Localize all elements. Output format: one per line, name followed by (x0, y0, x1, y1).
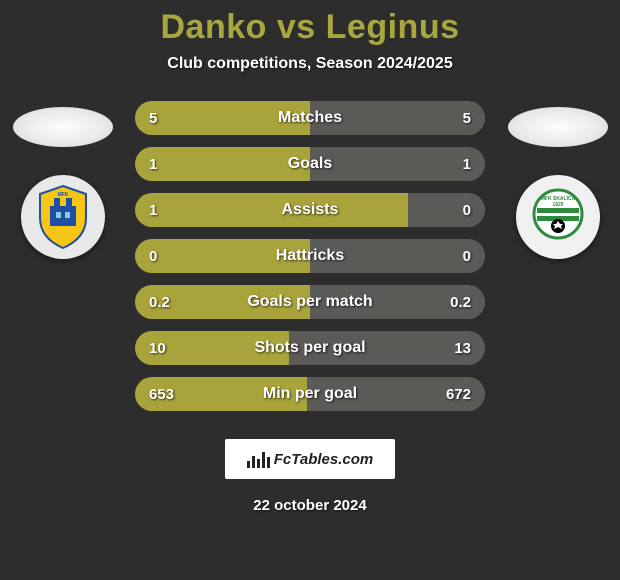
player2-avatar (508, 107, 608, 147)
shield-icon: MFK SKALICA 1920 (531, 184, 585, 250)
stat-row: 1Assists0 (135, 193, 485, 227)
vs-text: vs (277, 8, 316, 46)
shield-icon: MFK (36, 184, 90, 250)
player1-avatar (13, 107, 113, 147)
stat-row: 1Goals1 (135, 147, 485, 181)
stat-value-right: 0.2 (425, 294, 485, 311)
player1-club-badge: MFK (21, 175, 105, 259)
stat-row: 0.2Goals per match0.2 (135, 285, 485, 319)
stat-row: 5Matches5 (135, 101, 485, 135)
bars-icon (247, 450, 270, 468)
stat-label: Goals per match (195, 293, 425, 311)
date-text: 22 october 2024 (0, 497, 620, 514)
stat-label: Min per goal (195, 385, 425, 403)
stat-value-right: 5 (425, 110, 485, 127)
stat-label: Matches (195, 109, 425, 127)
stat-row: 653Min per goal672 (135, 377, 485, 411)
stat-value-right: 1 (425, 156, 485, 173)
stats-column: 5Matches51Goals11Assists00Hattricks00.2G… (135, 101, 485, 411)
stat-row: 10Shots per goal13 (135, 331, 485, 365)
subtitle: Club competitions, Season 2024/2025 (0, 55, 620, 73)
page-title: Danko vs Leginus (0, 8, 620, 47)
stat-value-left: 0.2 (135, 294, 195, 311)
stat-value-left: 1 (135, 202, 195, 219)
logo-text: FcTables.com (274, 451, 373, 468)
stat-value-left: 10 (135, 340, 195, 357)
player1-name: Danko (161, 8, 267, 46)
stat-value-right: 0 (425, 202, 485, 219)
stat-value-left: 0 (135, 248, 195, 265)
right-player-side: MFK SKALICA 1920 (503, 101, 612, 259)
fctables-logo: FcTables.com (225, 439, 395, 479)
stat-value-left: 653 (135, 386, 195, 403)
stat-label: Shots per goal (195, 339, 425, 357)
left-player-side: MFK (8, 101, 117, 259)
main-row: MFK 5Matches51Goals11Assists00Hattricks0… (0, 101, 620, 411)
svg-text:1920: 1920 (552, 202, 563, 208)
svg-text:MFK: MFK (57, 192, 68, 198)
comparison-card: Danko vs Leginus Club competitions, Seas… (0, 0, 620, 580)
stat-label: Hattricks (195, 247, 425, 265)
stat-label: Goals (195, 155, 425, 173)
stat-value-right: 672 (425, 386, 485, 403)
stat-value-right: 13 (425, 340, 485, 357)
player2-name: Leginus (326, 8, 460, 46)
stat-value-right: 0 (425, 248, 485, 265)
stat-value-left: 5 (135, 110, 195, 127)
player2-club-badge: MFK SKALICA 1920 (516, 175, 600, 259)
stat-value-left: 1 (135, 156, 195, 173)
stat-row: 0Hattricks0 (135, 239, 485, 273)
stat-label: Assists (195, 201, 425, 219)
